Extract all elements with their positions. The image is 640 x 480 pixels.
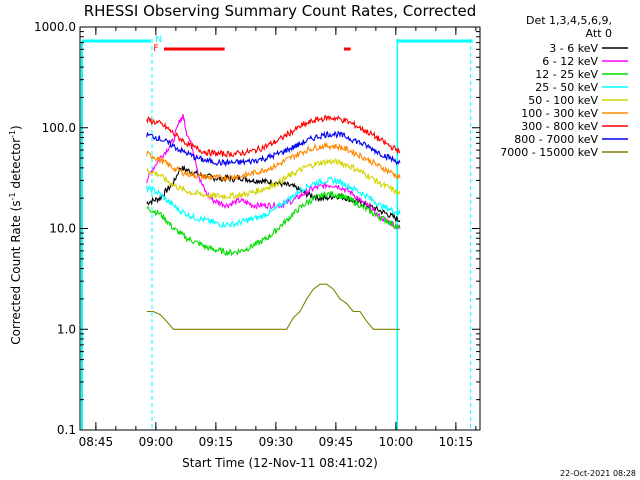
legend-header: Det 1,3,4,5,6,9, bbox=[526, 14, 612, 27]
legend-label: 7000 - 15000 keV bbox=[500, 146, 598, 159]
y-tick-label: 10.0 bbox=[49, 222, 76, 236]
svg-text:Corrected Count Rate (s-1 dete: Corrected Count Rate (s-1 detector-1) bbox=[8, 125, 23, 344]
axes: 0.1 1.0 10.0 100.0 1000.0 08:45 09:00 09:15 09:3… bbox=[34, 20, 481, 449]
x-tick-label: 09:15 bbox=[199, 435, 234, 449]
legend-header: Att 0 bbox=[586, 27, 612, 40]
legend-label: 6 - 12 keV bbox=[542, 55, 598, 68]
x-tick-label: 08:45 bbox=[79, 435, 114, 449]
legend-label: 50 - 100 keV bbox=[528, 94, 598, 107]
x-axis-label: Start Time (12-Nov-11 08:41:02) bbox=[182, 456, 378, 470]
y-tick-label: 0.1 bbox=[57, 423, 76, 437]
y-tick-label: 1000.0 bbox=[34, 20, 76, 34]
plot-area: NF bbox=[81, 35, 473, 430]
x-tick-label: 09:00 bbox=[139, 435, 174, 449]
series-line bbox=[146, 113, 401, 230]
legend-label: 300 - 800 keV bbox=[521, 120, 598, 133]
series-line bbox=[146, 141, 401, 183]
x-tick-label: 09:45 bbox=[319, 435, 354, 449]
y-axis-label-end: ) bbox=[9, 125, 23, 130]
legend-label: 3 - 6 keV bbox=[549, 42, 598, 55]
timestamp: 22-Oct-2021 08:28 bbox=[560, 469, 636, 478]
x-tick-label: 10:00 bbox=[379, 435, 414, 449]
flag-n: N bbox=[155, 35, 162, 45]
series-line bbox=[146, 157, 401, 201]
y-tick-label: 1.0 bbox=[57, 322, 76, 336]
series-line bbox=[146, 283, 400, 330]
series-line bbox=[146, 130, 401, 168]
series-line bbox=[146, 114, 401, 158]
legend-label: 12 - 25 keV bbox=[535, 68, 598, 81]
y-axis-label: Corrected Count Rate (s-1 detector-1) bbox=[8, 125, 23, 344]
chart-title: RHESSI Observing Summary Count Rates, Co… bbox=[84, 2, 477, 20]
y-axis-label-sup2: -1 bbox=[8, 130, 17, 138]
legend-label: 100 - 300 keV bbox=[521, 107, 598, 120]
x-tick-label: 10:15 bbox=[439, 435, 474, 449]
flag-f: F bbox=[153, 44, 158, 54]
y-axis-label-sup1: -1 bbox=[8, 192, 17, 200]
legend-label: 25 - 50 keV bbox=[535, 81, 598, 94]
y-tick-label: 100.0 bbox=[42, 121, 76, 135]
x-tick-label: 09:30 bbox=[259, 435, 294, 449]
y-axis-label-main: Corrected Count Rate (s bbox=[9, 200, 23, 344]
legend-label: 800 - 7000 keV bbox=[514, 133, 598, 146]
series-line bbox=[146, 176, 401, 229]
series-line bbox=[146, 190, 401, 257]
y-axis-label-mid: detector bbox=[9, 138, 23, 193]
